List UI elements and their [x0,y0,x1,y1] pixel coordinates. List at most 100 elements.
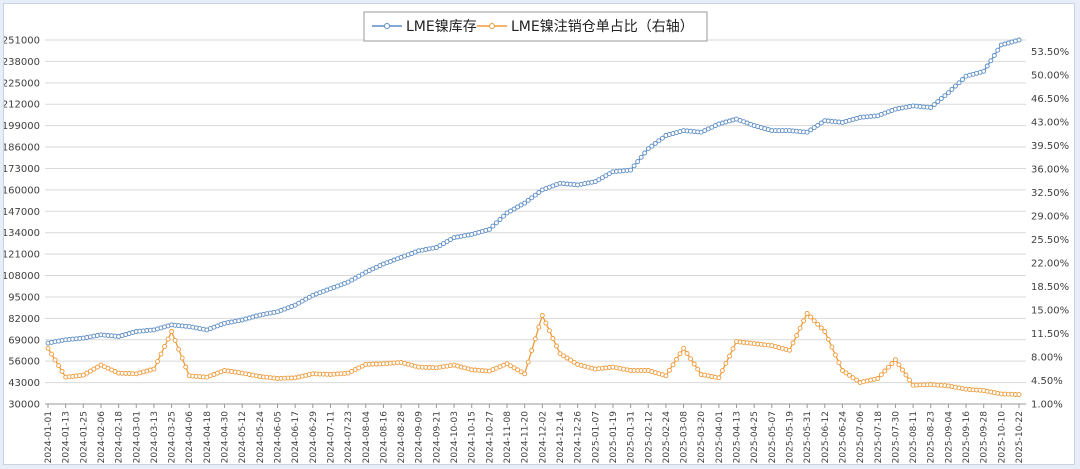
data-point [945,90,951,96]
x-tick-label: 2025-10-22 [1015,411,1025,463]
marker [642,150,648,156]
marker [87,368,93,374]
marker [885,364,891,370]
marker [719,368,725,374]
marker [359,271,365,277]
marker [162,344,167,350]
x-tick-label: 2024-06-29 [309,411,319,464]
y-left-tick-label: 147000 [4,207,40,218]
marker [515,204,521,210]
marker [836,360,842,366]
marker [811,318,817,324]
y-right-tick-label: 46.50% [1031,94,1069,105]
y-right-tick-label: 25.50% [1031,235,1069,246]
x-tick-label: 2025-08-11 [909,411,919,463]
y-left-tick-label: 95000 [8,292,40,303]
y-right-tick-label: 43.00% [1031,118,1069,129]
data-point [645,146,651,152]
data-point [486,226,492,232]
data-point [804,310,810,316]
x-tick-label: 2024-08-04 [362,411,372,464]
y-left-tick-label: 56000 [8,357,40,368]
marker [815,321,821,327]
marker [677,351,683,357]
marker [991,53,997,58]
marker [931,102,937,108]
marker [695,366,701,372]
marker [508,208,513,214]
series-line [47,39,1020,344]
data-point [522,200,528,206]
x-tick-label: 2024-10-27 [485,411,495,463]
marker [808,314,814,320]
marker [938,96,944,102]
y-left-tick-label: 160000 [4,185,40,196]
y-right-tick-label: 18.50% [1031,282,1069,293]
x-tick-label: 2025-01-07 [591,411,601,463]
marker [825,336,831,342]
y-left-tick-label: 186000 [4,143,40,154]
x-tick-label: 2025-02-24 [662,411,672,464]
y-left-tick-label: 82000 [8,314,40,325]
marker [511,206,517,212]
marker [903,372,909,378]
marker [889,361,895,366]
x-tick-label: 2025-05-31 [803,411,813,463]
y-left-tick-label: 69000 [8,335,40,346]
x-tick-label: 2025-04-13 [733,411,743,463]
marker [659,135,665,141]
x-tick-label: 2024-06-05 [274,411,284,463]
x-tick-label: 2024-11-20 [521,411,531,464]
y-left-tick-label: 251000 [4,36,40,47]
data-point [681,345,687,351]
x-tick-label: 2024-01-13 [62,411,72,463]
marker [508,363,513,369]
data-point [892,357,898,363]
x-tick-label: 2025-03-08 [680,411,690,464]
x-tick-label: 2025-07-18 [874,411,884,464]
marker [801,318,807,324]
data-point [875,376,881,381]
marker [554,343,559,349]
marker [564,355,570,361]
marker [550,335,556,341]
marker [91,366,97,372]
x-tick-label: 2024-10-15 [468,411,478,463]
data-point [169,329,175,334]
marker [995,47,1001,53]
marker [59,368,65,374]
x-tick-label: 2025-09-04 [944,411,954,464]
y-right-tick-label: 1.00% [1031,400,1063,411]
marker [183,364,189,370]
y-axis-right: 1.00% 4.50% 8.00% 11.50% 15.00% 18.50% 22.00% 2… [1031,47,1069,410]
x-tick-label: 2025-07-06 [856,411,866,464]
marker [723,360,729,366]
x-tick-label: 2025-01-19 [609,411,619,464]
x-tick-label: 2025-09-28 [980,411,990,464]
marker [730,346,736,352]
marker [94,364,100,370]
marker [603,173,609,179]
marker [296,300,302,306]
marker [158,351,164,357]
marker [656,138,662,144]
x-tick-label: 2025-06-12 [821,411,831,463]
marker [543,320,549,326]
x-tick-label: 2024-12-02 [538,411,548,463]
x-tick-label: 2024-04-06 [185,411,195,464]
x-tick-label: 2024-03-13 [150,411,160,463]
x-tick-label: 2024-03-25 [168,411,178,463]
y-left-tick-label: 134000 [4,228,40,239]
marker [808,127,814,133]
data-point [840,368,845,373]
x-tick-label: 2025-08-23 [927,411,937,463]
x-axis: 2024-01-01 2024-01-13 2024-01-25 2024-02-06… [44,404,1025,463]
marker [490,223,496,229]
data-point [292,302,298,308]
data-point [539,312,545,318]
x-tick-label: 2024-12-14 [556,411,566,464]
marker [811,125,817,131]
x-tick-label: 2024-05-12 [238,411,248,463]
marker [854,377,860,383]
y-left-tick-label: 212000 [4,100,40,111]
